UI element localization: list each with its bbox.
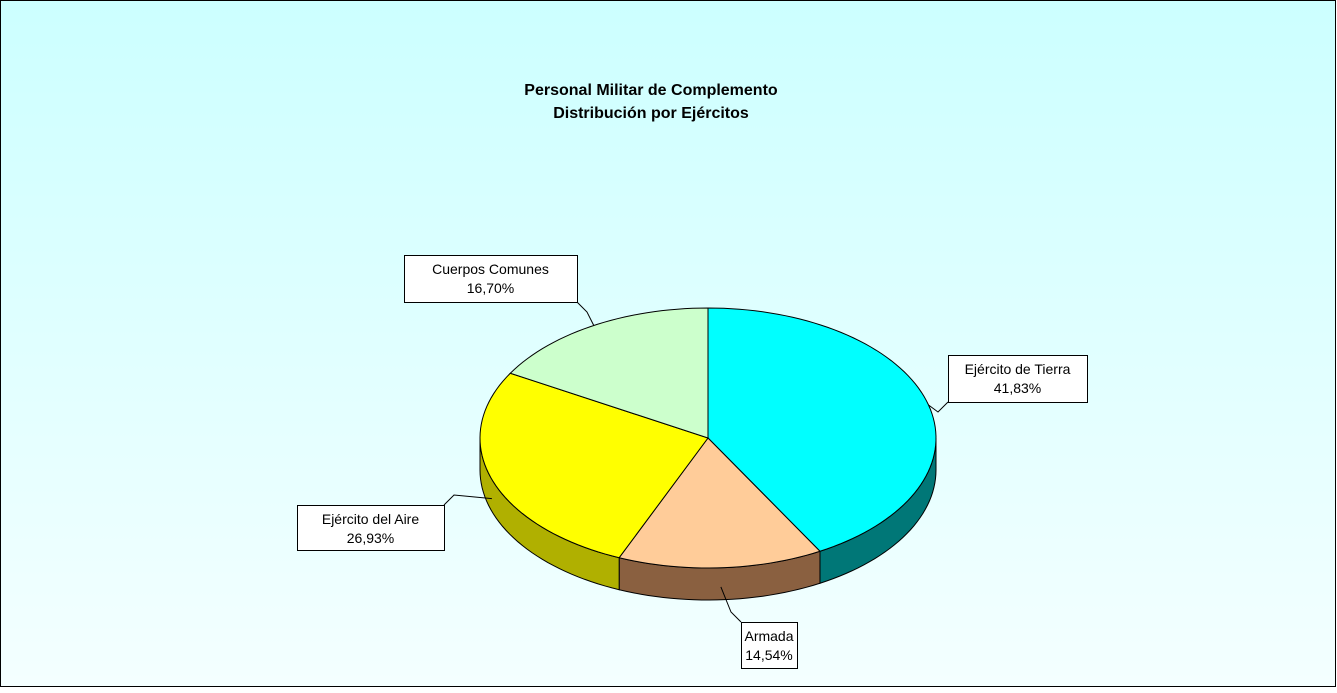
slice [509,307,709,439]
chart-subtitle: Distribución por Ejércitos [553,105,749,122]
label-value: 41,83% [994,380,1041,396]
leader-line [576,301,595,326]
label-box [948,355,1088,403]
label-name: Armada [744,628,793,644]
label-name: Ejército de Tierra [965,361,1071,377]
leader-line [443,494,492,506]
label-value: 14,54% [745,647,792,663]
pie [479,307,937,601]
label-box [404,255,578,303]
leader-line [720,586,742,623]
label-box [297,505,445,551]
slice [707,307,937,552]
slice [618,437,821,569]
label-box [741,622,798,669]
chart-title: Personal Militar de Complemento [524,82,778,99]
label-name: Cuerpos Comunes [432,261,549,277]
label-value: 16,70% [467,280,514,296]
leader-line [928,401,949,413]
label-name: Ejército del Aire [322,511,419,527]
label-value: 26,93% [347,530,394,546]
